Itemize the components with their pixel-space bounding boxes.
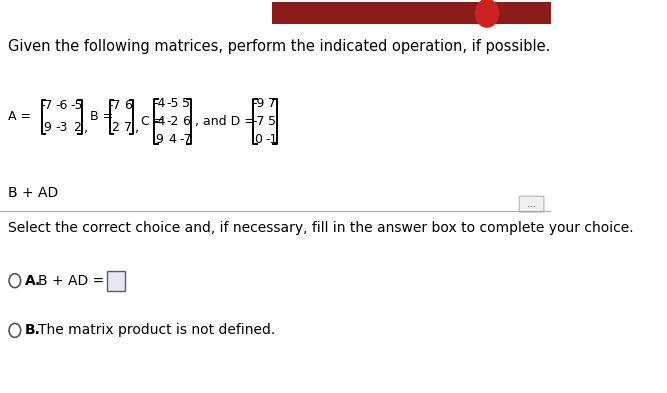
Text: 6: 6	[124, 99, 132, 112]
Text: -7: -7	[109, 99, 121, 112]
Text: -5: -5	[166, 97, 179, 110]
FancyBboxPatch shape	[107, 271, 125, 290]
Text: 7: 7	[124, 121, 132, 134]
Text: B + AD =: B + AD =	[38, 274, 104, 288]
Text: -7: -7	[252, 115, 265, 128]
Text: Select the correct choice and, if necessary, fill in the answer box to complete : Select the correct choice and, if necess…	[8, 221, 634, 235]
Text: 7: 7	[267, 97, 275, 110]
Text: 9: 9	[155, 133, 163, 146]
Text: -4: -4	[153, 115, 165, 128]
Text: -7: -7	[41, 99, 53, 112]
Text: -4: -4	[153, 97, 165, 110]
Text: A.: A.	[25, 274, 41, 288]
Text: -6: -6	[56, 99, 68, 112]
Text: -5: -5	[71, 99, 83, 112]
Text: C =: C =	[141, 115, 165, 128]
Text: 0: 0	[254, 133, 262, 146]
Text: 4: 4	[169, 133, 177, 146]
Text: 9: 9	[43, 121, 51, 134]
Text: 5: 5	[181, 97, 189, 110]
Text: -3: -3	[56, 121, 68, 134]
Text: -2: -2	[166, 115, 179, 128]
Text: B.: B.	[25, 323, 41, 337]
Text: B + AD: B + AD	[8, 186, 59, 200]
Text: 5: 5	[267, 115, 275, 128]
Text: ...: ...	[527, 199, 536, 209]
Circle shape	[476, 0, 498, 27]
FancyBboxPatch shape	[519, 196, 544, 212]
Text: 2: 2	[73, 121, 81, 134]
Text: , and D =: , and D =	[195, 115, 255, 128]
Text: The matrix product is not defined.: The matrix product is not defined.	[38, 323, 275, 337]
Text: 6: 6	[182, 115, 189, 128]
Text: B =: B =	[90, 110, 113, 123]
Text: A =: A =	[8, 110, 31, 123]
Text: -9: -9	[252, 97, 265, 110]
FancyBboxPatch shape	[272, 2, 550, 24]
Text: Given the following matrices, perform the indicated operation, if possible.: Given the following matrices, perform th…	[8, 39, 551, 54]
Text: -7: -7	[179, 133, 192, 146]
Text: -1: -1	[265, 133, 277, 146]
Text: ,: ,	[135, 122, 139, 135]
Text: 2: 2	[111, 121, 119, 134]
Text: ,: ,	[84, 122, 88, 135]
